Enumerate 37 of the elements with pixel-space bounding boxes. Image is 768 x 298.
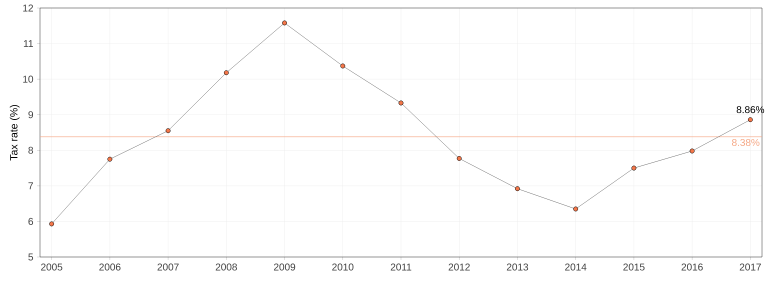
y-tick-label: 5 xyxy=(28,254,34,260)
y-tick-label: 7 xyxy=(28,182,33,190)
point xyxy=(515,186,520,192)
x-tick-label: 2016 xyxy=(682,264,703,271)
annotation: 8.86% xyxy=(736,106,764,114)
y-tick-label: 6 xyxy=(28,218,34,225)
x-tick-label: 2008 xyxy=(216,264,237,271)
y-tick-label: 11 xyxy=(24,40,34,47)
x-tick-label: 2011 xyxy=(390,264,412,271)
x-tick-label: 2007 xyxy=(158,264,179,271)
x-tick-label: 2012 xyxy=(448,264,470,271)
point xyxy=(340,64,346,68)
point xyxy=(49,221,54,226)
point xyxy=(631,166,636,171)
point xyxy=(456,156,462,161)
point xyxy=(748,117,753,122)
y-tick-label: 8 xyxy=(28,146,34,154)
x-tick-label: 2009 xyxy=(274,264,296,271)
y-tick-label: 9 xyxy=(28,111,34,118)
x-tick-label: 2013 xyxy=(506,264,528,271)
x-tick-label: 2017 xyxy=(740,264,761,271)
point xyxy=(166,128,171,134)
ref-line-label: 8.38% xyxy=(732,138,760,146)
point xyxy=(107,156,112,162)
x-tick-label: 2010 xyxy=(332,264,354,271)
x-tick-label: 2014 xyxy=(565,264,586,271)
point xyxy=(573,206,578,212)
point xyxy=(282,20,287,26)
x-tick-label: 2006 xyxy=(99,264,121,271)
point xyxy=(224,70,229,76)
y-axis-title: Tax rate (%) xyxy=(10,104,20,160)
y-tick-label: 10 xyxy=(23,76,34,83)
y-tick-label: 12 xyxy=(23,4,33,12)
x-tick-label: 2015 xyxy=(623,264,645,271)
point xyxy=(690,148,695,154)
x-tick-label: 2005 xyxy=(41,264,62,271)
point xyxy=(398,100,404,106)
